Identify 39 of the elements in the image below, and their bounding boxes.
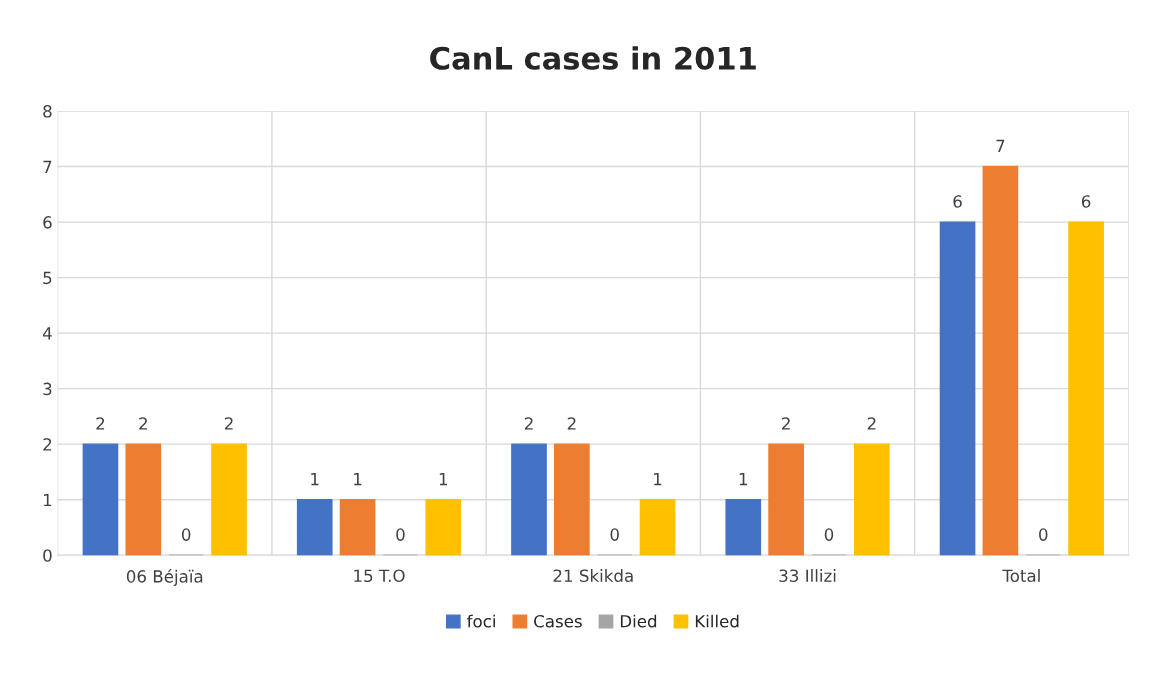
y-tick-label: 8 [43,105,52,118]
legend-label: Cases [534,614,582,628]
data-label: 2 [567,417,576,430]
chart-title: CanL cases in 2011 [430,46,756,70]
legend-label: Killed [695,614,739,628]
data-label: 0 [1039,528,1048,541]
data-label: 7 [996,139,1005,152]
x-tick-label: 33 Illizi [779,569,836,583]
x-tick-label: 21 Skikda [553,569,633,583]
data-label: 1 [311,472,319,486]
data-label: 6 [953,195,962,208]
data-label: 1 [354,472,362,486]
data-label: 6 [1081,195,1091,208]
x-tick-label: 06 Béjaïa [126,569,203,586]
data-label: 1 [654,472,662,486]
data-label: 2 [524,417,533,430]
data-label: 0 [396,528,405,541]
y-tick-label: 3 [43,382,52,396]
data-label: 2 [224,417,233,430]
data-label: 2 [96,417,105,430]
data-label: 2 [867,417,876,430]
legend-label: foci [467,614,495,628]
legend-label: Died [620,614,657,628]
data-label: 2 [782,417,790,430]
data-label: 0 [610,528,619,541]
data-label: 0 [824,528,834,541]
y-tick-label: 5 [43,271,52,285]
data-label: 2 [139,417,147,430]
y-tick-label: 2 [43,438,52,451]
y-tick-label: 0 [43,549,52,562]
y-tick-label: 7 [43,160,52,173]
y-tick-label: 1 [43,493,52,507]
data-label: 1 [439,472,448,486]
data-label: 1 [739,472,748,486]
y-tick-label: 4 [42,327,52,340]
y-tick-label: 6 [43,216,52,229]
x-tick-label: Total [1002,569,1040,583]
data-label: 0 [181,528,191,541]
x-tick-label: 15 T.O [354,569,405,583]
